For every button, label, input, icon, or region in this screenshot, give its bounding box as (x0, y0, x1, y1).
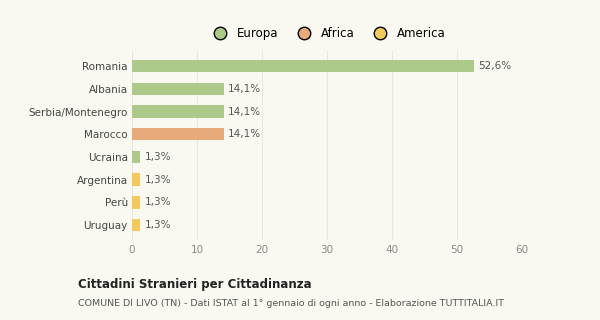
Legend: Europa, Africa, America: Europa, Africa, America (208, 27, 446, 40)
Text: 1,3%: 1,3% (145, 152, 171, 162)
Bar (132, 128, 224, 140)
Text: 1,3%: 1,3% (145, 175, 171, 185)
Text: 14,1%: 14,1% (227, 107, 260, 116)
Bar (132, 83, 224, 95)
Text: 14,1%: 14,1% (227, 84, 260, 94)
Bar (132, 196, 140, 209)
Bar (132, 151, 140, 163)
Text: 14,1%: 14,1% (227, 129, 260, 139)
Bar (132, 173, 140, 186)
Text: 1,3%: 1,3% (145, 220, 171, 230)
Bar (132, 219, 140, 231)
Text: COMUNE DI LIVO (TN) - Dati ISTAT al 1° gennaio di ogni anno - Elaborazione TUTTI: COMUNE DI LIVO (TN) - Dati ISTAT al 1° g… (78, 299, 504, 308)
Text: Cittadini Stranieri per Cittadinanza: Cittadini Stranieri per Cittadinanza (78, 278, 311, 292)
Text: 1,3%: 1,3% (145, 197, 171, 207)
Text: 52,6%: 52,6% (478, 61, 511, 71)
Bar (132, 105, 224, 118)
Bar (132, 60, 474, 72)
